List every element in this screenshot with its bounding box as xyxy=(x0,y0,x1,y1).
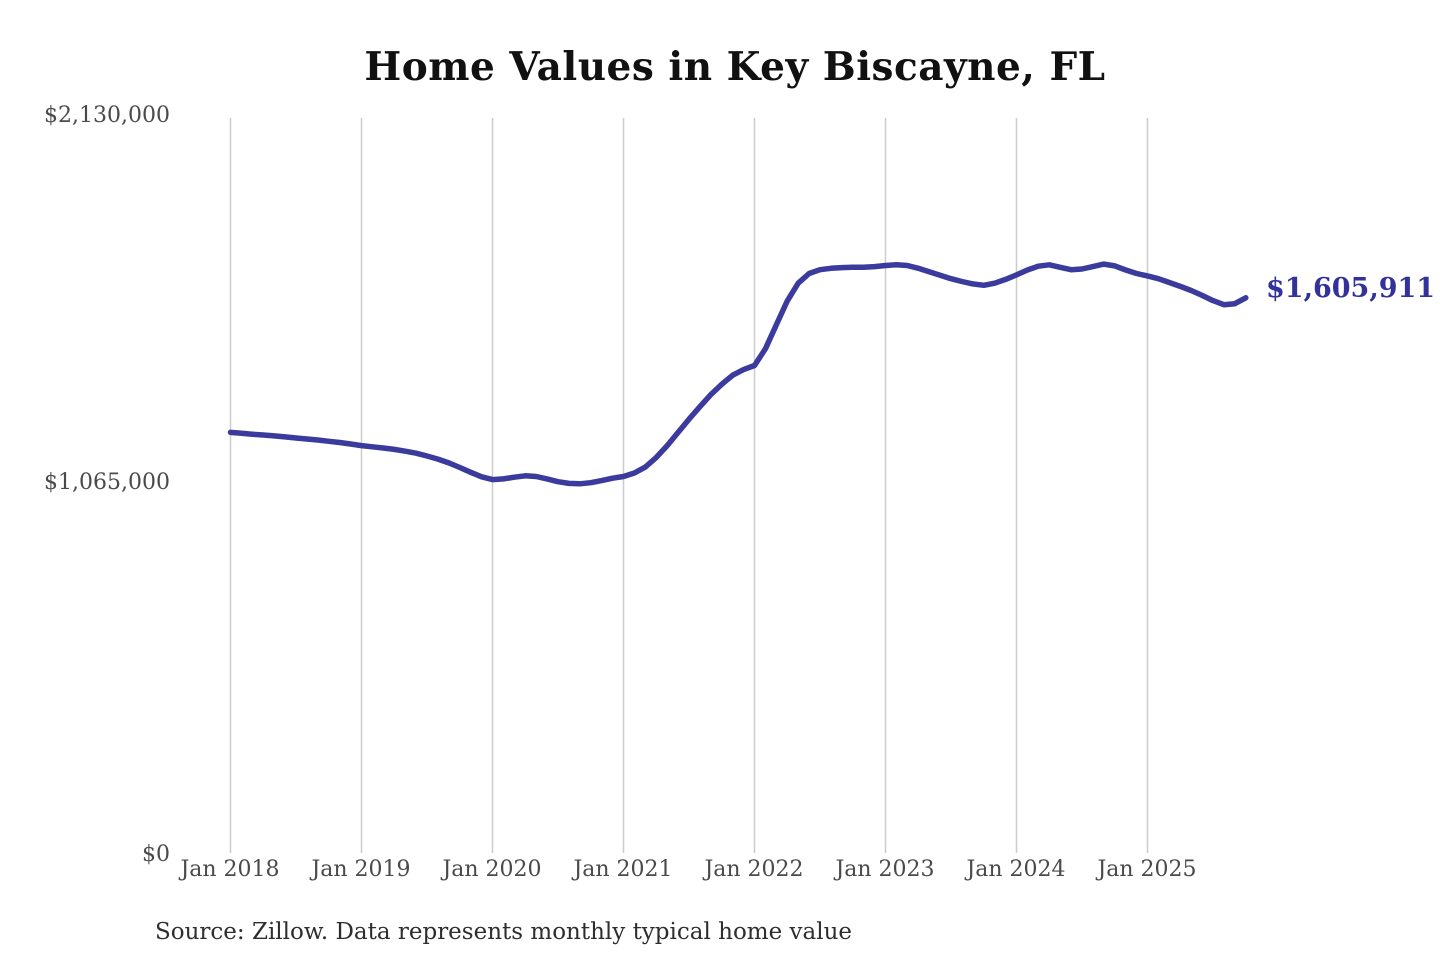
x-axis-tick-label: Jan 2019 xyxy=(311,857,411,882)
x-axis-tick-label: Jan 2020 xyxy=(442,857,542,882)
home-value-line xyxy=(227,261,1249,487)
x-axis-tick-label: Jan 2023 xyxy=(835,857,935,882)
latest-value-label: $1,605,911 xyxy=(1266,273,1436,304)
x-axis-tick-label: Jan 2021 xyxy=(573,857,673,882)
x-axis-tick-label: Jan 2025 xyxy=(1097,857,1197,882)
x-axis-tick-label: Jan 2018 xyxy=(180,857,280,882)
y-axis-tick-label: $1,065,000 xyxy=(44,470,170,495)
x-axis-tick-label: Jan 2022 xyxy=(704,857,804,882)
source-note: Source: Zillow. Data represents monthly … xyxy=(155,919,853,945)
y-axis-tick-label: $2,130,000 xyxy=(44,103,170,128)
chart-title: Home Values in Key Biscayne, FL xyxy=(364,44,1106,90)
y-axis-tick-label: $0 xyxy=(142,842,170,867)
x-axis-tick-label: Jan 2024 xyxy=(966,857,1066,882)
